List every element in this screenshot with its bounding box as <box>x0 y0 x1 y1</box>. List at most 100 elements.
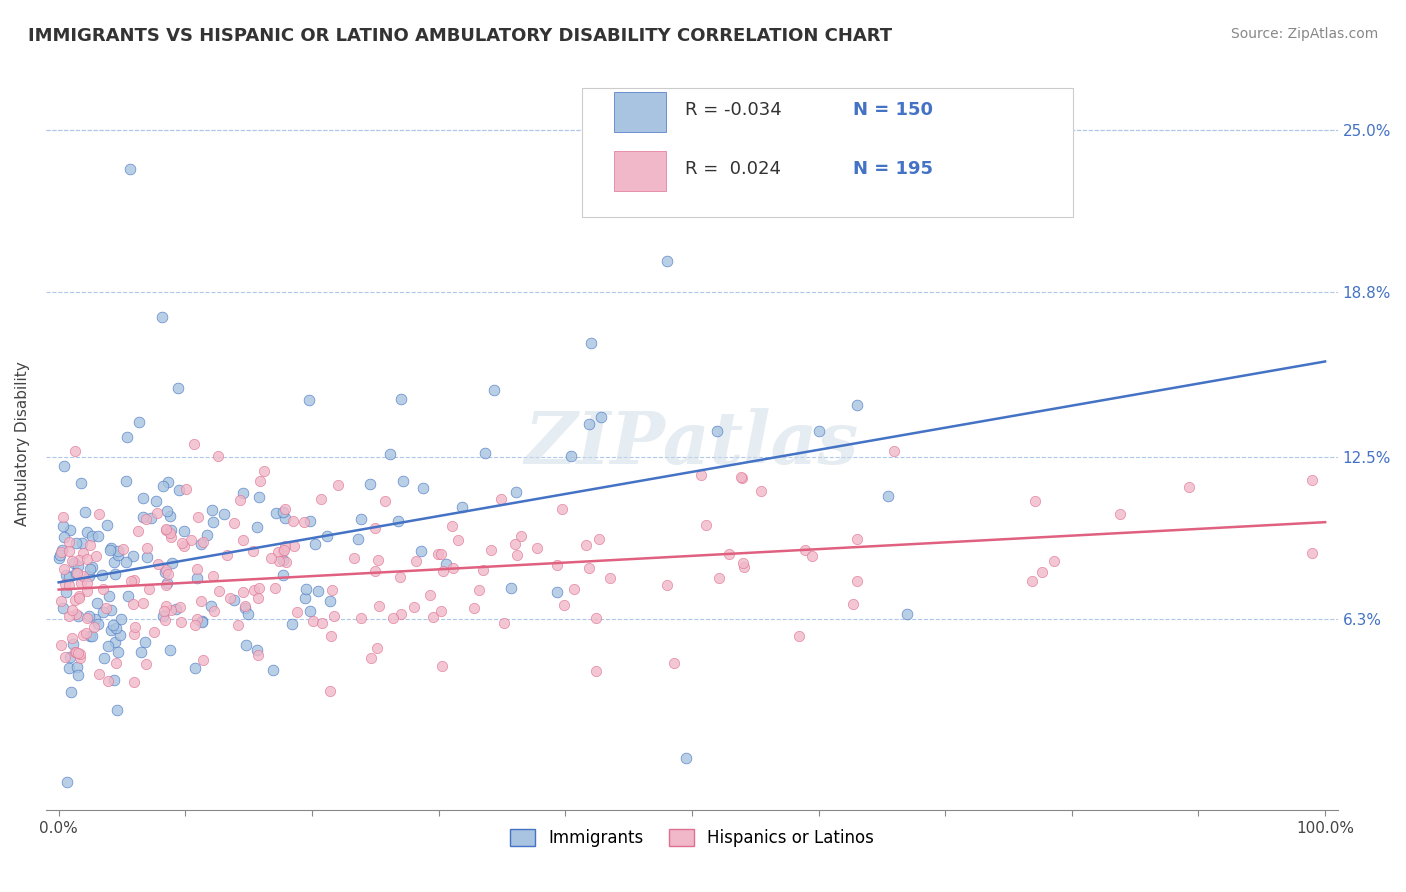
Hispanics or Latinos <box>135 657 157 671</box>
Hispanics or Latinos <box>75 625 97 640</box>
Immigrants <box>79 630 101 644</box>
Immigrants <box>52 458 75 473</box>
Hispanics or Latinos <box>405 554 427 568</box>
Immigrants <box>315 529 337 543</box>
Hispanics or Latinos <box>160 602 183 616</box>
Hispanics or Latinos <box>76 583 98 598</box>
Immigrants <box>70 536 93 550</box>
Hispanics or Latinos <box>135 512 157 526</box>
Immigrants <box>675 751 697 765</box>
Hispanics or Latinos <box>138 582 160 597</box>
Immigrants <box>877 489 900 503</box>
Immigrants <box>107 645 129 659</box>
Immigrants <box>706 424 728 438</box>
Immigrants <box>100 602 122 616</box>
Immigrants <box>87 529 110 543</box>
Immigrants <box>55 568 77 582</box>
Immigrants <box>129 644 152 658</box>
Hispanics or Latinos <box>695 518 717 533</box>
Hispanics or Latinos <box>155 564 177 578</box>
Immigrants <box>159 508 181 523</box>
Hispanics or Latinos <box>191 652 214 666</box>
Hispanics or Latinos <box>63 592 86 607</box>
Hispanics or Latinos <box>526 541 548 555</box>
Immigrants <box>160 523 183 537</box>
Hispanics or Latinos <box>76 610 98 624</box>
Hispanics or Latinos <box>243 583 266 598</box>
Immigrants <box>134 634 156 648</box>
Immigrants <box>86 596 108 610</box>
Hispanics or Latinos <box>124 620 146 634</box>
Immigrants <box>499 582 522 596</box>
Hispanics or Latinos <box>153 604 176 618</box>
Hispanics or Latinos <box>207 449 229 463</box>
Hispanics or Latinos <box>170 615 193 630</box>
Hispanics or Latinos <box>60 631 83 645</box>
Immigrants <box>160 556 183 570</box>
Immigrants <box>319 594 342 608</box>
Hispanics or Latinos <box>489 491 512 506</box>
Hispanics or Latinos <box>585 664 607 678</box>
Hispanics or Latinos <box>1177 480 1199 494</box>
Immigrants <box>104 634 127 648</box>
Hispanics or Latinos <box>122 674 145 689</box>
Hispanics or Latinos <box>159 530 181 544</box>
Immigrants <box>63 556 86 570</box>
Hispanics or Latinos <box>242 544 264 558</box>
Immigrants <box>191 614 214 628</box>
Hispanics or Latinos <box>232 533 254 547</box>
Hispanics or Latinos <box>662 656 685 670</box>
Immigrants <box>307 583 329 598</box>
Hispanics or Latinos <box>733 560 755 574</box>
Immigrants <box>298 604 321 618</box>
Immigrants <box>65 535 87 549</box>
Immigrants <box>101 617 124 632</box>
Immigrants <box>152 479 174 493</box>
Hispanics or Latinos <box>800 549 823 563</box>
Hispanics or Latinos <box>229 492 252 507</box>
Hispanics or Latinos <box>202 604 225 618</box>
Hispanics or Latinos <box>105 657 128 671</box>
Immigrants <box>82 528 104 542</box>
Immigrants <box>391 474 413 488</box>
Hispanics or Latinos <box>132 596 155 610</box>
Hispanics or Latinos <box>87 667 110 681</box>
Hispanics or Latinos <box>53 650 76 665</box>
Text: R =  0.024: R = 0.024 <box>685 160 782 178</box>
Hispanics or Latinos <box>76 552 98 566</box>
Immigrants <box>80 629 103 643</box>
Hispanics or Latinos <box>187 509 209 524</box>
Immigrants <box>93 651 115 665</box>
Hispanics or Latinos <box>65 607 87 621</box>
Hispanics or Latinos <box>53 562 76 576</box>
Immigrants <box>274 511 297 525</box>
Hispanics or Latinos <box>422 609 444 624</box>
Hispanics or Latinos <box>389 570 412 584</box>
Immigrants <box>105 703 128 717</box>
Immigrants <box>128 415 150 429</box>
Legend: Immigrants, Hispanics or Latinos: Immigrants, Hispanics or Latinos <box>503 822 880 854</box>
Immigrants <box>238 607 260 621</box>
Hispanics or Latinos <box>273 539 295 553</box>
Hispanics or Latinos <box>271 544 294 558</box>
Hispanics or Latinos <box>72 569 94 583</box>
Hispanics or Latinos <box>1301 473 1323 487</box>
Hispanics or Latinos <box>67 591 90 605</box>
Hispanics or Latinos <box>430 658 453 673</box>
Hispanics or Latinos <box>553 598 575 612</box>
Immigrants <box>195 528 218 542</box>
Hispanics or Latinos <box>846 532 869 546</box>
Hispanics or Latinos <box>707 571 730 585</box>
Hispanics or Latinos <box>186 562 208 576</box>
Immigrants <box>246 642 269 657</box>
Hispanics or Latinos <box>447 533 470 547</box>
Immigrants <box>190 537 212 551</box>
Immigrants <box>186 571 208 585</box>
Hispanics or Latinos <box>184 617 207 632</box>
Hispanics or Latinos <box>146 506 169 520</box>
FancyBboxPatch shape <box>614 151 666 191</box>
Hispanics or Latinos <box>374 493 396 508</box>
Hispanics or Latinos <box>186 612 208 626</box>
Immigrants <box>589 409 612 424</box>
Hispanics or Latinos <box>510 529 533 543</box>
